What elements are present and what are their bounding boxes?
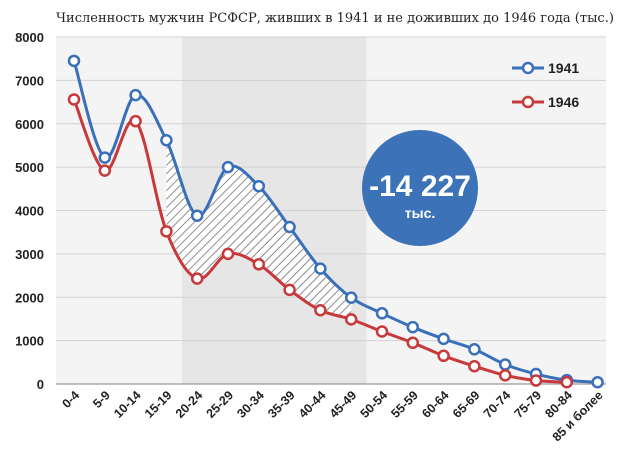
data-point-1946 [160, 225, 173, 238]
x-tick-label: 75-79 [512, 388, 545, 421]
x-tick-label: 60-64 [419, 388, 452, 421]
series-group [67, 54, 604, 389]
data-point-1941 [160, 133, 173, 147]
x-axis: 0-4 5-910-1415-1920-2425-2930-3435-3940-4… [59, 388, 605, 444]
data-point-1941 [375, 307, 389, 320]
data-point-1946 [67, 93, 81, 106]
y-tick-label: 3000 [15, 247, 44, 262]
y-tick-label: 6000 [15, 117, 44, 132]
data-point-1941 [190, 209, 204, 222]
x-tick-label: 25-29 [204, 388, 237, 421]
data-point-1941 [591, 376, 604, 389]
loss-hatched-area [166, 140, 352, 320]
data-point-1941 [67, 54, 81, 68]
data-point-1946 [221, 247, 235, 261]
y-tick-label: 2000 [15, 290, 44, 305]
y-tick-label: 5000 [15, 160, 44, 175]
data-point-1941 [344, 291, 358, 304]
data-point-1946 [406, 336, 420, 350]
data-point-1946 [129, 114, 142, 128]
data-point-1946 [190, 272, 204, 285]
y-axis: 0 1000 2000 3000 4000 5000 6000 7000 8000 [15, 30, 44, 392]
x-tick-label: 15-19 [142, 388, 175, 421]
data-point-1941 [129, 88, 142, 102]
data-point-1946 [344, 313, 358, 326]
loss-badge-value: -14 227 [369, 170, 471, 203]
data-point-1946 [560, 376, 574, 389]
x-tick-label: 10-14 [111, 388, 144, 421]
loss-badge-unit: тыс. [405, 205, 436, 221]
data-point-1946 [283, 283, 296, 297]
legend-marker-1941 [521, 61, 535, 75]
data-point-1941 [98, 151, 112, 164]
grid [56, 36, 606, 385]
legend-label-1946: 1946 [548, 94, 579, 110]
data-point-1941 [221, 160, 235, 174]
x-tick-label: 0-4 [59, 388, 82, 411]
x-tick-label: 30-34 [234, 388, 267, 421]
loss-badge-circle [362, 130, 478, 246]
data-point-1946 [98, 164, 112, 177]
y-tick-label: 1000 [15, 334, 44, 349]
y-tick-label: 8000 [15, 30, 44, 45]
data-point-1941 [468, 343, 481, 356]
data-point-1941 [314, 262, 327, 275]
y-tick-label: 0 [37, 377, 44, 392]
data-point-1941 [406, 320, 420, 334]
legend-marker-1946 [521, 95, 535, 109]
legend: 1941 1946 [512, 60, 579, 110]
y-tick-label: 7000 [15, 73, 44, 88]
x-tick-label: 65-69 [450, 388, 483, 421]
data-point-1941 [437, 332, 450, 346]
legend-label-1941: 1941 [548, 60, 579, 76]
data-point-1946 [375, 325, 389, 338]
x-tick-label: 50-54 [358, 388, 391, 421]
data-point-1946 [498, 369, 512, 382]
data-point-1941 [283, 220, 296, 234]
x-tick-label: 55-59 [388, 388, 421, 421]
data-point-1946 [437, 349, 450, 363]
x-tick-label: 20-24 [173, 388, 206, 421]
x-tick-label: 5-9 [90, 388, 113, 411]
chart-title: Численность мужчин РСФСР, живших в 1941 … [56, 11, 614, 26]
x-tick-label: 45-49 [327, 388, 360, 421]
data-point-1946 [314, 304, 327, 317]
data-point-1941 [252, 179, 266, 193]
data-point-1946 [252, 258, 266, 271]
data-point-1946 [529, 374, 543, 387]
y-tick-label: 4000 [15, 204, 44, 219]
data-point-1941 [498, 358, 512, 371]
x-tick-label: 35-39 [265, 388, 298, 421]
loss-badge: -14 227 тыс. [362, 130, 478, 246]
x-tick-label: 40-44 [296, 388, 329, 421]
data-point-1946 [468, 359, 481, 373]
x-tick-label: 70-74 [481, 388, 514, 421]
